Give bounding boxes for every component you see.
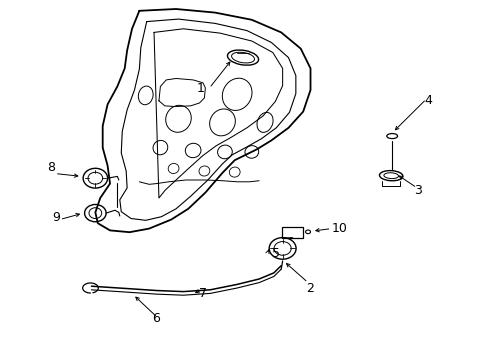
Text: 1: 1 [196, 82, 204, 95]
Text: 6: 6 [152, 312, 160, 325]
Text: 7: 7 [199, 287, 206, 300]
Text: 9: 9 [52, 211, 60, 224]
Text: 8: 8 [47, 161, 55, 174]
Text: 4: 4 [423, 94, 431, 107]
Text: 5: 5 [272, 247, 280, 260]
Text: 2: 2 [306, 282, 314, 294]
Ellipse shape [305, 230, 310, 234]
Text: 10: 10 [331, 222, 347, 235]
Text: 3: 3 [413, 184, 421, 197]
